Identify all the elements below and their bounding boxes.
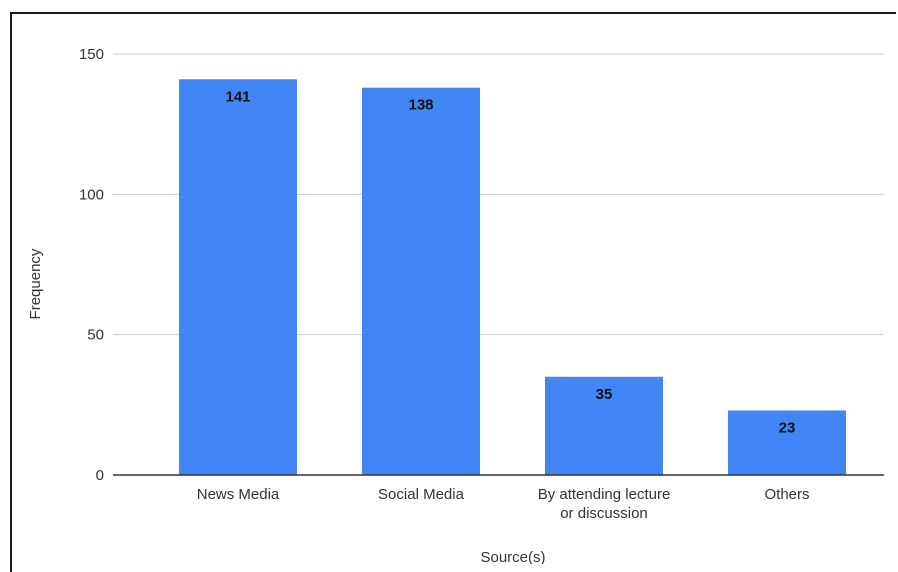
bar	[545, 376, 663, 475]
data-label: 141	[225, 88, 250, 105]
x-tick-label: By attending lecture	[538, 486, 671, 503]
x-tick-label: or discussion	[560, 505, 648, 522]
y-tick-label: 150	[79, 46, 104, 63]
x-axis-title: Source(s)	[480, 549, 545, 564]
data-label: 138	[408, 97, 433, 114]
x-axis-ticks: News Media Social Media By attending lectu…	[197, 486, 810, 522]
chart-frame	[10, 12, 896, 572]
x-tick-label: News Media	[197, 486, 280, 503]
bars	[179, 79, 846, 476]
bar	[362, 87, 480, 476]
y-tick-label: 0	[96, 467, 104, 484]
data-labels: 141 138 35 23	[225, 88, 795, 436]
data-label: 35	[596, 386, 613, 403]
data-label: 23	[779, 419, 796, 436]
y-tick-label: 50	[87, 327, 104, 344]
bar	[179, 79, 297, 475]
bar	[728, 410, 846, 475]
y-tick-label: 100	[79, 186, 104, 203]
y-axis-title: Frequency	[27, 248, 44, 319]
y-axis-ticks: 0 50 100 150	[79, 46, 104, 484]
x-tick-label: Others	[764, 486, 809, 503]
x-tick-label: Social Media	[378, 486, 465, 503]
